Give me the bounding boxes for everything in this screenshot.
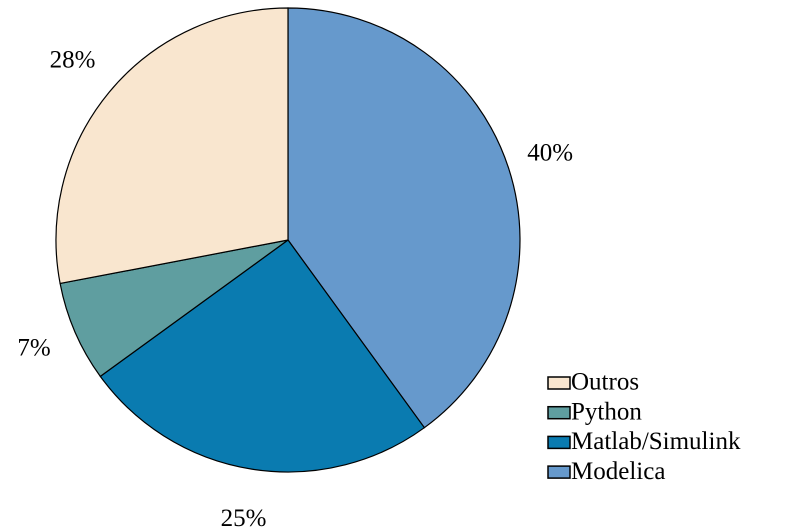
legend-label: Python (571, 398, 642, 425)
slice-label: 25% (221, 505, 267, 529)
slice-label: 7% (17, 335, 50, 362)
legend-label: Matlab/Simulink (571, 428, 741, 455)
legend-swatch (547, 435, 571, 450)
legend-swatch (547, 465, 571, 479)
pie-slice (59, 239, 289, 378)
pie-slice (99, 239, 426, 473)
legend-swatch (547, 405, 571, 420)
legend-swatch (547, 376, 571, 390)
slice-label: 40% (527, 140, 573, 167)
pie-slice (287, 7, 521, 429)
legend-label: Modelica (571, 458, 665, 485)
slice-label: 28% (50, 46, 96, 73)
pie-slice (55, 7, 289, 285)
legend-label: Outros (571, 369, 639, 396)
